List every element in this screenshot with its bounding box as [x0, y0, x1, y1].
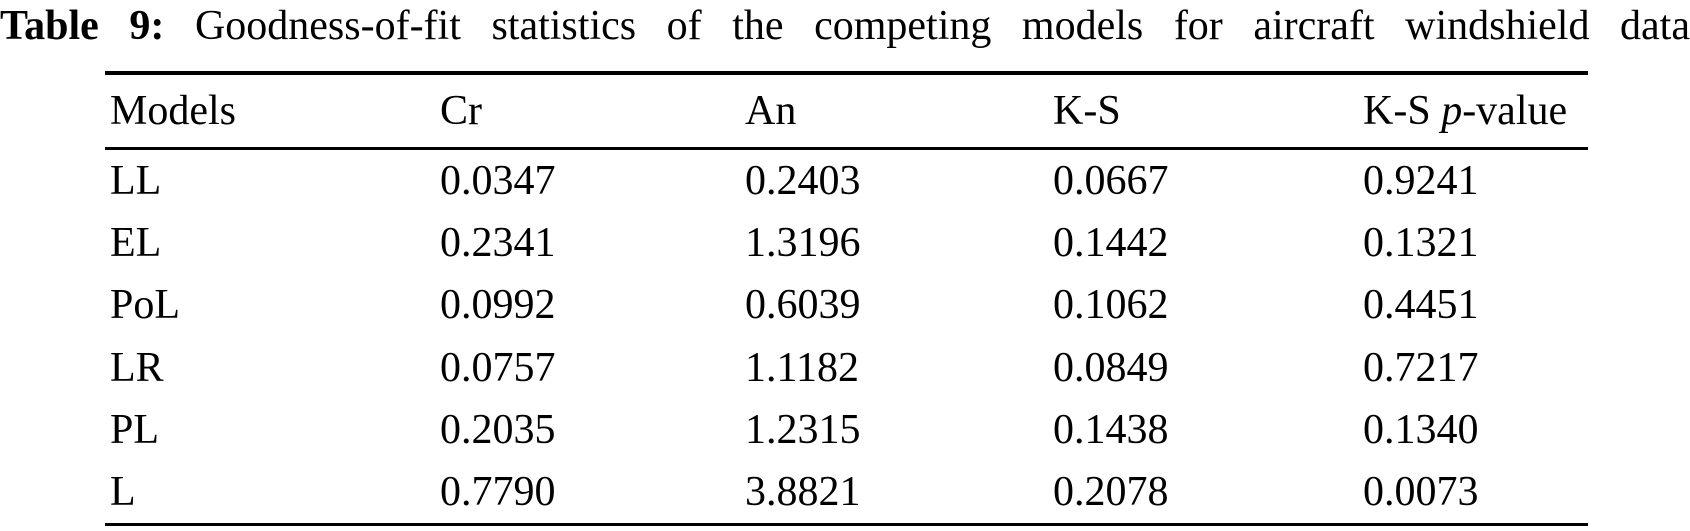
header-cell-model: Models	[110, 87, 440, 135]
header-segment: K-S	[1363, 88, 1442, 134]
value-cell-cr: 0.7790	[440, 468, 556, 515]
value-cell-ks: 0.0667	[1053, 158, 1169, 205]
header-segment: An	[745, 88, 797, 134]
goodness-of-fit-table: Models Cr An K-S K-S p-value LL 0.0347 0.2403 0…	[105, 71, 1588, 526]
table-row: EL 0.2341 1.3196 0.1442 0.1321	[105, 212, 1588, 274]
table-caption-text: Goodness-of-fit statistics of the compet…	[194, 3, 1690, 49]
value-cell-cr: 0.2035	[440, 406, 556, 453]
model-cell: LR	[110, 344, 164, 391]
header-segment: -value	[1462, 88, 1568, 134]
table-row: PoL 0.0992 0.6039 0.1062 0.4451	[105, 274, 1588, 336]
value-cell-ks_p_value: 0.1340	[1363, 406, 1479, 453]
value-cell-ks: 0.2078	[1053, 468, 1169, 515]
table-row: LR 0.0757 1.1182 0.0849 0.7217	[105, 337, 1588, 399]
header-segment: Models	[110, 88, 236, 134]
value-cell-ks: 0.1442	[1053, 220, 1169, 267]
header-segment: Cr	[440, 88, 482, 134]
value-cell-an: 3.8821	[745, 468, 861, 515]
value-cell-ks_p_value: 0.7217	[1363, 344, 1479, 391]
model-cell: L	[110, 468, 136, 515]
model-cell: PL	[110, 406, 160, 453]
value-cell-cr: 0.0992	[440, 282, 556, 329]
header-cell-ks: K-S	[1053, 87, 1363, 135]
value-cell-an: 1.1182	[745, 344, 859, 391]
table-top-rule	[105, 71, 1588, 75]
table-row: L 0.7790 3.8821 0.2078 0.0073	[105, 461, 1588, 523]
table-row: LL 0.0347 0.2403 0.0667 0.9241	[105, 150, 1588, 212]
value-cell-ks: 0.1438	[1053, 406, 1169, 453]
model-cell: EL	[110, 220, 162, 267]
value-cell-ks_p_value: 0.4451	[1363, 282, 1479, 329]
value-cell-ks_p_value: 0.1321	[1363, 220, 1479, 267]
header-cell-an: An	[745, 87, 1053, 135]
header-segment: K-S	[1053, 88, 1121, 134]
header-italic-segment: p	[1441, 88, 1463, 134]
model-cell: LL	[110, 158, 162, 205]
value-cell-an: 0.2403	[745, 158, 861, 205]
value-cell-an: 1.3196	[745, 220, 861, 267]
value-cell-ks: 0.1062	[1053, 282, 1169, 329]
table-header-rule	[105, 147, 1588, 150]
value-cell-cr: 0.0347	[440, 158, 556, 205]
table-caption: Table 9: Goodness-of-fit statistics of t…	[0, 1, 1690, 59]
table-caption-label: Table 9:	[0, 3, 165, 49]
header-cell-cr: Cr	[440, 87, 745, 135]
value-cell-an: 0.6039	[745, 282, 861, 329]
table-bottom-rule	[105, 523, 1588, 526]
value-cell-ks: 0.0849	[1053, 344, 1169, 391]
value-cell-ks_p_value: 0.9241	[1363, 158, 1479, 205]
table-body: LL 0.0347 0.2403 0.0667 0.9241 EL 0.2341 1.3196…	[105, 150, 1588, 523]
table-header-row: Models Cr An K-S K-S p-value	[105, 75, 1588, 147]
value-cell-ks_p_value: 0.0073	[1363, 468, 1479, 515]
table-row: PL 0.2035 1.2315 0.1438 0.1340	[105, 399, 1588, 461]
header-cell-ks_p_value: K-S p-value	[1363, 87, 1588, 135]
value-cell-cr: 0.0757	[440, 344, 556, 391]
value-cell-an: 1.2315	[745, 406, 861, 453]
model-cell: PoL	[110, 282, 181, 329]
value-cell-cr: 0.2341	[440, 220, 556, 267]
